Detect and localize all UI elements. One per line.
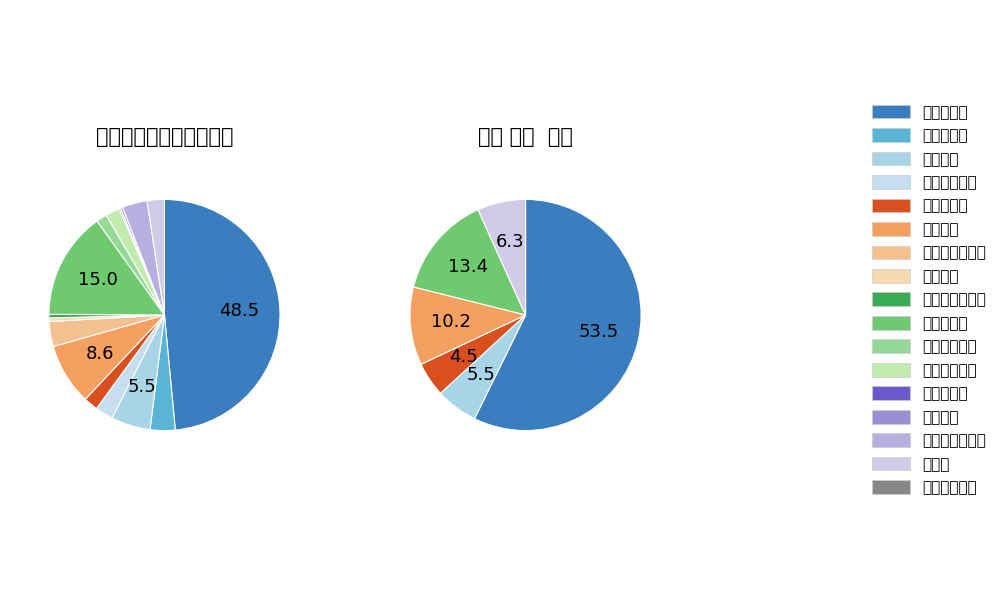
Wedge shape bbox=[97, 215, 164, 315]
Text: 10.2: 10.2 bbox=[431, 313, 471, 331]
Wedge shape bbox=[97, 315, 164, 418]
Text: 5.5: 5.5 bbox=[128, 378, 157, 396]
Wedge shape bbox=[121, 207, 164, 315]
Wedge shape bbox=[150, 315, 175, 431]
Wedge shape bbox=[421, 315, 526, 393]
Text: 15.0: 15.0 bbox=[78, 271, 118, 289]
Title: 江越 大賀  選手: 江越 大賀 選手 bbox=[478, 127, 573, 147]
Wedge shape bbox=[49, 315, 164, 347]
Wedge shape bbox=[478, 199, 526, 315]
Wedge shape bbox=[49, 314, 164, 318]
Wedge shape bbox=[147, 199, 164, 315]
Wedge shape bbox=[164, 199, 280, 430]
Legend: ストレート, ツーシーム, シュート, カットボール, スプリット, フォーク, チェンジアップ, シンカー, 高速スライダー, スライダー, 縦スライダー, : ストレート, ツーシーム, シュート, カットボール, スプリット, フォーク,… bbox=[866, 98, 992, 502]
Text: 6.3: 6.3 bbox=[495, 233, 524, 251]
Wedge shape bbox=[119, 208, 164, 315]
Wedge shape bbox=[112, 315, 164, 430]
Wedge shape bbox=[410, 287, 526, 364]
Wedge shape bbox=[49, 315, 164, 322]
Wedge shape bbox=[123, 201, 164, 315]
Text: 5.5: 5.5 bbox=[466, 366, 495, 384]
Wedge shape bbox=[106, 209, 164, 315]
Text: 48.5: 48.5 bbox=[219, 302, 260, 320]
Wedge shape bbox=[49, 221, 164, 315]
Text: 4.5: 4.5 bbox=[449, 348, 478, 366]
Text: 13.4: 13.4 bbox=[448, 258, 488, 276]
Text: 53.5: 53.5 bbox=[579, 323, 619, 341]
Wedge shape bbox=[413, 209, 526, 315]
Text: 8.6: 8.6 bbox=[86, 345, 115, 363]
Wedge shape bbox=[53, 315, 164, 399]
Wedge shape bbox=[85, 315, 164, 409]
Title: パ・リーグ全プレイヤー: パ・リーグ全プレイヤー bbox=[96, 127, 233, 147]
Wedge shape bbox=[440, 315, 526, 419]
Wedge shape bbox=[475, 199, 641, 431]
